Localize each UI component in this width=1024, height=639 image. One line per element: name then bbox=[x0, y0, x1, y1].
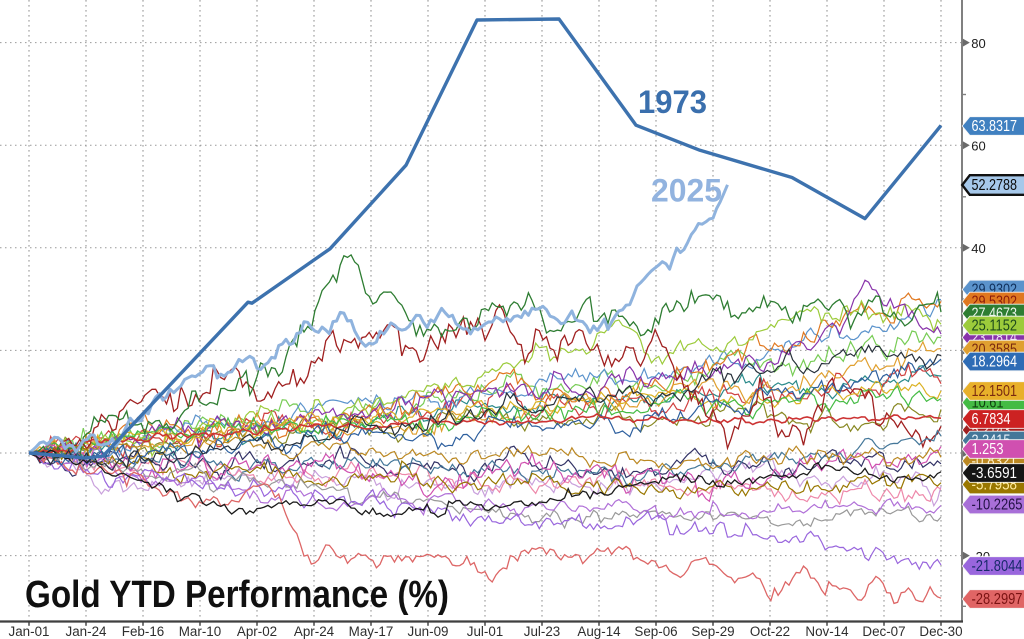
svg-text:Dec-30: Dec-30 bbox=[919, 624, 962, 639]
svg-text:-28.2997: -28.2997 bbox=[972, 591, 1023, 608]
svg-text:Mar-10: Mar-10 bbox=[179, 624, 221, 639]
svg-text:52.2788: 52.2788 bbox=[972, 177, 1018, 194]
svg-text:Jan-01: Jan-01 bbox=[9, 624, 50, 639]
svg-text:Sep-06: Sep-06 bbox=[634, 624, 677, 639]
svg-text:Sep-29: Sep-29 bbox=[691, 624, 734, 639]
svg-text:60: 60 bbox=[971, 139, 985, 154]
svg-text:Apr-24: Apr-24 bbox=[294, 624, 335, 639]
svg-text:May-17: May-17 bbox=[349, 624, 394, 639]
svg-text:Aug-14: Aug-14 bbox=[577, 624, 621, 639]
svg-text:2025: 2025 bbox=[651, 173, 722, 209]
svg-text:-10.2265: -10.2265 bbox=[972, 497, 1023, 514]
svg-text:1.253: 1.253 bbox=[972, 441, 1004, 458]
svg-text:-21.8044: -21.8044 bbox=[972, 558, 1023, 575]
svg-text:Nov-14: Nov-14 bbox=[805, 624, 849, 639]
svg-text:12.1501: 12.1501 bbox=[972, 383, 1018, 400]
svg-text:Gold YTD Performance (%): Gold YTD Performance (%) bbox=[25, 574, 449, 616]
svg-text:40: 40 bbox=[971, 241, 985, 256]
svg-text:80: 80 bbox=[971, 36, 985, 51]
svg-text:1973: 1973 bbox=[638, 84, 707, 120]
svg-text:Jul-01: Jul-01 bbox=[467, 624, 503, 639]
svg-text:63.8317: 63.8317 bbox=[972, 118, 1018, 135]
svg-text:Jan-24: Jan-24 bbox=[66, 624, 107, 639]
svg-text:Jul-23: Jul-23 bbox=[524, 624, 560, 639]
svg-text:Jun-09: Jun-09 bbox=[408, 624, 449, 639]
svg-text:Apr-02: Apr-02 bbox=[237, 624, 277, 639]
svg-text:18.2964: 18.2964 bbox=[972, 354, 1018, 371]
svg-text:25.1152: 25.1152 bbox=[972, 318, 1018, 335]
svg-text:-3.6591: -3.6591 bbox=[972, 465, 1018, 482]
svg-text:Dec-07: Dec-07 bbox=[862, 624, 905, 639]
svg-text:Feb-16: Feb-16 bbox=[122, 624, 164, 639]
svg-text:Oct-22: Oct-22 bbox=[750, 624, 790, 639]
svg-text:6.7834: 6.7834 bbox=[972, 411, 1011, 428]
